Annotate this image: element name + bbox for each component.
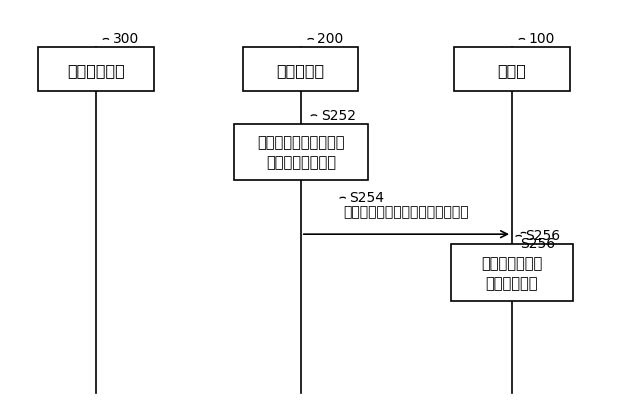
Text: リモート端末: リモート端末 [67, 63, 125, 78]
Text: 300: 300 [113, 32, 139, 46]
Text: 基地局: 基地局 [497, 63, 527, 78]
Text: リレー端末: リレー端末 [276, 63, 325, 78]
Text: オペレーションモード
リクエストを生成: オペレーションモード リクエストを生成 [257, 135, 344, 170]
FancyBboxPatch shape [451, 245, 573, 301]
FancyBboxPatch shape [243, 48, 358, 92]
Text: S256: S256 [525, 229, 561, 243]
Text: S252: S252 [321, 108, 356, 122]
FancyBboxPatch shape [454, 48, 570, 92]
Text: S254: S254 [349, 190, 385, 205]
Text: S256: S256 [520, 237, 555, 251]
FancyBboxPatch shape [38, 48, 154, 92]
Text: 100: 100 [529, 32, 555, 46]
Text: オペレーション
モードを決定: オペレーション モードを決定 [481, 255, 543, 290]
Text: オペレーションモードリクエスト: オペレーションモードリクエスト [344, 205, 469, 219]
Text: 200: 200 [317, 32, 344, 46]
FancyBboxPatch shape [234, 124, 368, 180]
